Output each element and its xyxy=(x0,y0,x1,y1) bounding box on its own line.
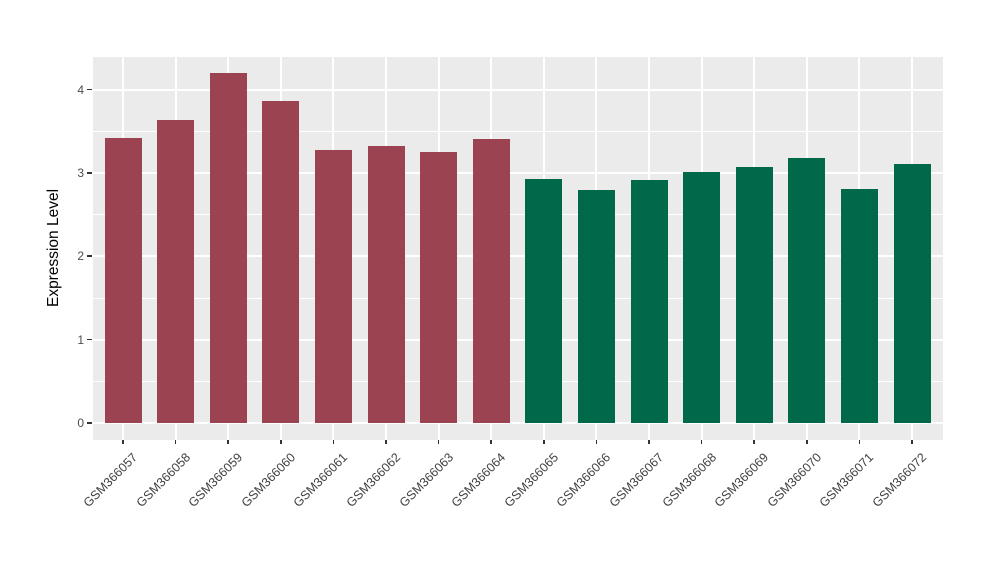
x-tick-mark xyxy=(595,440,598,444)
x-tick-label: GSM366067 xyxy=(606,450,667,510)
plot-panel xyxy=(93,57,943,440)
bar xyxy=(262,100,300,423)
bar xyxy=(893,163,931,423)
x-tick-mark xyxy=(648,440,650,444)
bar xyxy=(788,158,826,423)
y-axis-title-text: Expression Level xyxy=(45,188,62,308)
x-tick-label: GSM366069 xyxy=(711,450,772,510)
x-tick-mark xyxy=(280,440,282,444)
bar xyxy=(157,119,195,423)
x-tick-label: GSM366064 xyxy=(448,450,509,510)
x-tick-mark xyxy=(806,440,808,444)
x-tick-mark xyxy=(858,440,861,444)
x-tick-label: GSM366059 xyxy=(185,450,246,510)
minor-gridline xyxy=(93,380,943,382)
x-tick-mark xyxy=(911,440,913,444)
major-gridline xyxy=(93,422,943,424)
bar xyxy=(420,152,458,423)
x-tick-mark xyxy=(437,440,440,444)
x-tick-label: GSM366071 xyxy=(817,450,877,510)
x-tick-label: GSM366061 xyxy=(291,450,351,510)
x-tick-label: GSM366063 xyxy=(396,450,456,510)
y-tick-mark xyxy=(87,338,92,341)
minor-gridline xyxy=(93,130,943,132)
bar xyxy=(472,138,510,423)
bar xyxy=(367,145,405,423)
x-tick-mark xyxy=(490,440,492,444)
major-gridline xyxy=(93,88,943,91)
major-gridline xyxy=(93,338,943,341)
y-tick-mark xyxy=(87,172,92,174)
x-tick-label: GSM366057 xyxy=(80,450,141,510)
x-tick-label: GSM366065 xyxy=(501,450,561,510)
minor-gridline xyxy=(93,214,943,216)
x-tick-mark xyxy=(332,440,335,444)
x-tick-mark xyxy=(753,440,755,444)
x-tick-mark xyxy=(174,440,177,444)
x-tick-label: GSM366070 xyxy=(764,450,824,510)
y-tick-mark xyxy=(87,422,92,424)
bar xyxy=(314,149,352,423)
bar xyxy=(577,189,615,423)
y-tick-label: 4 xyxy=(77,82,84,97)
bar xyxy=(630,179,668,423)
x-tick-mark xyxy=(227,440,229,444)
x-tick-mark xyxy=(700,440,703,444)
bar xyxy=(104,138,142,423)
x-tick-mark xyxy=(543,440,545,444)
bar xyxy=(840,188,878,423)
y-tick-mark xyxy=(87,88,92,91)
y-tick-label: 1 xyxy=(77,332,84,347)
x-tick-label: GSM366072 xyxy=(869,450,930,510)
major-gridline xyxy=(93,255,943,258)
y-tick-mark xyxy=(87,255,92,257)
x-tick-mark xyxy=(385,440,387,444)
bar xyxy=(209,73,247,423)
major-gridline xyxy=(93,172,943,175)
y-tick-label: 0 xyxy=(77,416,84,430)
bar xyxy=(735,167,773,423)
y-tick-label: 2 xyxy=(77,249,84,264)
x-tick-label: GSM366062 xyxy=(343,450,404,510)
x-tick-label: GSM366068 xyxy=(659,450,719,510)
x-tick-label: GSM366060 xyxy=(238,450,298,510)
x-tick-label: GSM366058 xyxy=(133,450,193,510)
bar xyxy=(683,172,721,423)
x-tick-label: GSM366066 xyxy=(554,450,614,510)
minor-gridline xyxy=(93,297,943,299)
x-tick-mark xyxy=(122,440,124,444)
y-tick-label: 3 xyxy=(77,166,84,181)
bar xyxy=(525,178,563,423)
